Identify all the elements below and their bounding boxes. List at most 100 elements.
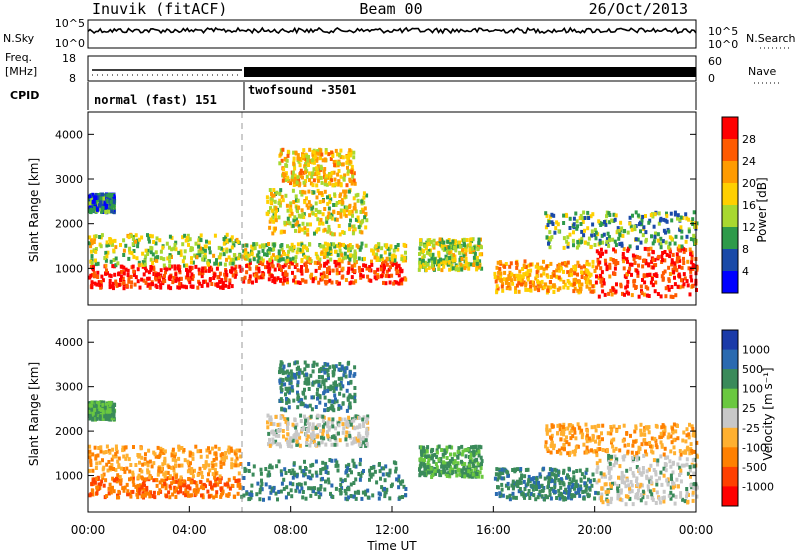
heatmap-cell [667, 230, 670, 234]
heatmap-cell [353, 386, 356, 390]
heatmap-cell [611, 293, 614, 297]
heatmap-cell [317, 487, 320, 491]
heatmap-cell [516, 284, 519, 288]
heatmap-cell [102, 197, 105, 201]
heatmap-cell [428, 259, 431, 263]
heatmap-cell [345, 431, 348, 435]
heatmap-cell [363, 215, 366, 219]
heatmap-cell [688, 229, 691, 233]
heatmap-cell [419, 264, 422, 268]
heatmap-cell [337, 161, 340, 165]
heatmap-cell [96, 491, 99, 495]
heatmap-cell [509, 497, 512, 501]
heatmap-cell [312, 183, 315, 187]
heatmap-cell [122, 455, 125, 459]
heatmap-cell [307, 475, 310, 479]
heatmap-cell [315, 460, 318, 464]
heatmap-cell [652, 283, 655, 287]
heatmap-cell [285, 273, 288, 277]
heatmap-cell [296, 181, 299, 185]
heatmap-cell [509, 287, 512, 291]
heatmap-cell [521, 282, 524, 286]
heatmap-cell [495, 280, 498, 284]
heatmap-cell [392, 282, 395, 286]
heatmap-cell [354, 255, 357, 259]
heatmap-cell [359, 478, 362, 482]
heatmap-cell [341, 422, 344, 426]
heatmap-cell [418, 261, 421, 265]
heatmap-cell [652, 258, 655, 262]
heatmap-cell [395, 266, 398, 270]
heatmap-cell [629, 244, 632, 248]
heatmap-cell [669, 235, 672, 239]
heatmap-cell [352, 155, 355, 159]
heatmap-cell [420, 452, 423, 456]
heatmap-cell [338, 392, 341, 396]
heatmap-cell [250, 493, 253, 497]
heatmap-cell [352, 151, 355, 155]
heatmap-cell [664, 270, 667, 274]
heatmap-cell [301, 208, 304, 212]
heatmap-cell [580, 478, 583, 482]
heatmap-cell [354, 249, 357, 253]
heatmap-cell [164, 449, 167, 453]
heatmap-cell [163, 274, 166, 278]
heatmap-cell [270, 422, 273, 426]
heatmap-cell [275, 191, 278, 195]
heatmap-cell [349, 253, 352, 257]
heatmap-cell [620, 242, 623, 246]
heatmap-cell [545, 264, 548, 268]
heatmap-cell [478, 241, 481, 245]
heatmap-cell [324, 480, 327, 484]
heatmap-cell [258, 256, 261, 260]
heatmap-cell [284, 194, 287, 198]
heatmap-cell [314, 261, 317, 265]
heatmap-cell [168, 264, 171, 268]
colorbar-tick-label: 28 [742, 133, 756, 146]
heatmap-cell [384, 492, 387, 496]
heatmap-cell [568, 467, 571, 471]
heatmap-cell [390, 244, 393, 248]
heatmap-cell [130, 285, 133, 289]
heatmap-cell [207, 472, 210, 476]
heatmap-cell [189, 266, 192, 270]
heatmap-cell [550, 497, 553, 501]
heatmap-cell [379, 477, 382, 481]
heatmap-cell [296, 360, 299, 364]
heatmap-cell [537, 266, 540, 270]
heatmap-cell [166, 242, 169, 246]
heatmap-cell [562, 280, 565, 284]
heatmap-cell [252, 242, 255, 246]
heatmap-cell [280, 368, 283, 372]
heatmap-cell [278, 459, 281, 463]
heatmap-cell [573, 282, 576, 286]
heatmap-cell [337, 407, 340, 411]
heatmap-cell [509, 494, 512, 498]
heatmap-cell [443, 260, 446, 264]
heatmap-cell [638, 295, 641, 299]
heatmap-cell [177, 265, 180, 269]
heatmap-cell [164, 475, 167, 479]
heatmap-cell [667, 245, 670, 249]
heatmap-cell [315, 183, 318, 187]
heatmap-cell [169, 275, 172, 279]
heatmap-cell [190, 471, 193, 475]
heatmap-cell [190, 480, 193, 484]
heatmap-cell [323, 262, 326, 266]
heatmap-cell [465, 257, 468, 261]
heatmap-cell [553, 485, 556, 489]
heatmap-cell [134, 240, 137, 244]
heatmap-cell [223, 237, 226, 241]
heatmap-cell [111, 448, 114, 452]
heatmap-cell [550, 468, 553, 472]
heatmap-cell [561, 262, 564, 266]
heatmap-cell [128, 470, 131, 474]
heatmap-cell [171, 453, 174, 457]
heatmap-cell [262, 273, 265, 277]
heatmap-cell [256, 482, 259, 486]
heatmap-cell [559, 486, 562, 490]
heatmap-cell [130, 477, 133, 481]
heatmap-cell [316, 171, 319, 175]
heatmap-cell [311, 171, 314, 175]
heatmap-cell [500, 278, 503, 282]
